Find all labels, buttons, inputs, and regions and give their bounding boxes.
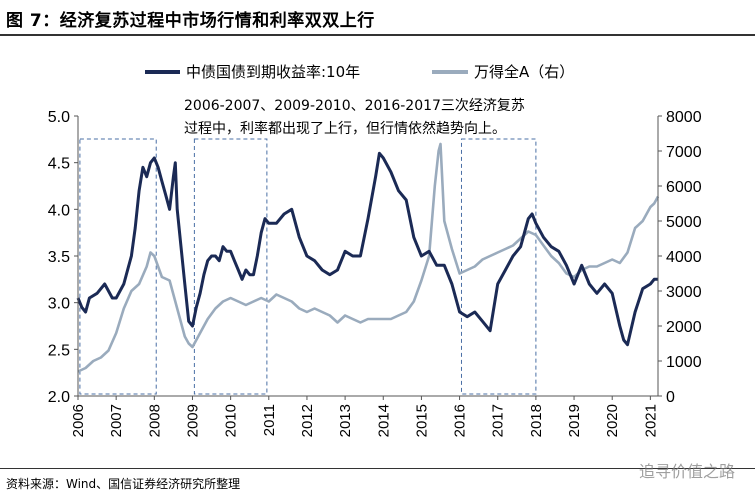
x-tick-label: 2016 <box>452 404 469 437</box>
x-tick-label: 2010 <box>223 404 240 437</box>
right-tick-label: 8000 <box>666 109 702 126</box>
highlight-periods <box>79 138 537 395</box>
x-tick-label: 2014 <box>375 404 392 437</box>
annotation-line-2: 过程中，利率都出现了上行，但行情依然趋势向上。 <box>184 120 506 137</box>
series-lines <box>76 142 660 373</box>
left-tick-label: 4.0 <box>48 202 70 219</box>
x-tick-label: 2015 <box>413 404 430 437</box>
highlight-box-3 <box>460 138 537 395</box>
right-tick-label: 4000 <box>666 249 702 266</box>
left-tick-label: 3.5 <box>48 249 70 266</box>
x-tick-label: 2006 <box>70 404 87 437</box>
x-tick-label: 2021 <box>642 404 659 437</box>
left-tick-label: 2.0 <box>48 389 70 406</box>
highlight-box-1 <box>79 138 157 395</box>
annotation-line-1: 2006-2007、2009-2010、2016-2017三次经济复苏 <box>184 97 525 114</box>
right-tick-label: 0 <box>666 389 675 406</box>
left-tick-label: 4.5 <box>48 156 70 173</box>
x-tick-label: 2017 <box>490 404 507 437</box>
series-line-yield <box>76 151 658 347</box>
legend-label-index: 万得全A（右） <box>474 63 574 81</box>
x-tick-label: 2020 <box>604 404 621 437</box>
title-divider <box>0 34 755 36</box>
right-tick-label: 1000 <box>666 354 702 371</box>
left-tick-label: 5.0 <box>48 109 70 126</box>
source-note: 资料来源：Wind、国信证券经济研究所整理 <box>6 477 241 491</box>
x-tick-label: 2012 <box>299 404 316 437</box>
chart-title: 图 7：经济复苏过程中市场行情和利率双双上行 <box>6 11 375 31</box>
right-tick-label: 5000 <box>666 214 702 231</box>
right-tick-label: 7000 <box>666 144 702 161</box>
footer-divider <box>0 468 755 469</box>
right-tick-label: 3000 <box>666 284 702 301</box>
left-tick-label: 3.0 <box>48 296 70 313</box>
x-tick-label: 2009 <box>184 404 201 437</box>
x-tick-label: 2013 <box>337 404 354 437</box>
right-tick-label: 2000 <box>666 319 702 336</box>
legend: 中债国债到期收益率:10年 万得全A（右） <box>145 63 574 81</box>
x-tick-label: 2018 <box>528 404 545 437</box>
highlight-box-2 <box>193 138 268 395</box>
tick-labels: 2.0 2.5 3.0 3.5 4.0 4.5 5.0 0 1000 2000 3000 4000 50… <box>48 109 702 437</box>
x-tick-label: 2019 <box>566 404 583 437</box>
axes <box>74 115 662 400</box>
x-tick-label: 2008 <box>146 404 163 437</box>
right-tick-label: 6000 <box>666 179 702 196</box>
series-line-index <box>77 142 660 373</box>
x-tick-label: 2007 <box>108 404 125 437</box>
watermark: 追寻价值之路 <box>638 462 735 481</box>
legend-label-yield: 中债国债到期收益率:10年 <box>186 63 360 81</box>
chart: 2.0 2.5 3.0 3.5 4.0 4.5 5.0 0 1000 2000 3000 4000 50… <box>48 63 702 437</box>
left-tick-label: 2.5 <box>48 342 70 359</box>
x-tick-label: 2011 <box>261 404 278 436</box>
